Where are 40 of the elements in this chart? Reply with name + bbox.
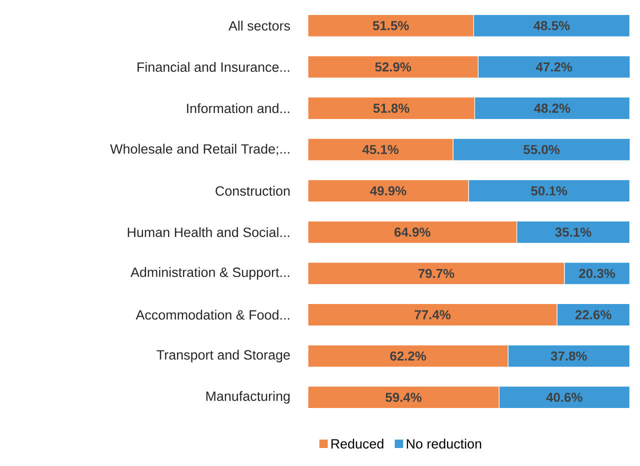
y-tick-label: Human Health and Social... (128, 227, 290, 238)
bar (498, 386, 630, 409)
y-tick-label: Construction (216, 186, 290, 196)
data-label: 35.1% (555, 228, 592, 237)
data-label: 20.3% (579, 268, 616, 278)
data-label: 22.6% (575, 310, 612, 320)
bar (474, 96, 630, 120)
data-label: 51.8% (373, 104, 410, 113)
bar (473, 14, 630, 37)
data-label: 40.6% (546, 392, 582, 402)
legend-label: Reduced (331, 438, 384, 449)
legend-label: No reduction (406, 438, 482, 449)
y-tick-label: Accommodation & Food... (136, 310, 290, 320)
bar (516, 220, 630, 244)
bar (468, 180, 630, 202)
bar (452, 138, 630, 161)
bar (508, 344, 630, 368)
data-label: 45.1% (362, 144, 399, 154)
data-label: 47.2% (536, 62, 572, 72)
y-tick-label: Wholesale and Retail Trade;... (110, 144, 290, 156)
y-tick-label: Financial and Insurance... (138, 62, 290, 72)
data-label: 48.2% (534, 104, 570, 113)
data-label: 48.5% (534, 21, 570, 30)
data-label: 59.4% (386, 392, 422, 402)
data-label: 37.8% (550, 351, 587, 361)
data-label: 55.0% (524, 144, 560, 154)
y-tick-label: Information and... (187, 103, 290, 114)
data-label: 62.2% (390, 351, 426, 361)
data-label: 64.9% (394, 228, 430, 237)
data-label: 79.7% (418, 268, 454, 278)
bar (478, 56, 630, 78)
y-tick-label: Transport and Storage (156, 350, 290, 362)
data-label: 52.9% (375, 62, 412, 72)
data-label: 49.9% (370, 186, 406, 196)
y-tick-label: Manufacturing (206, 391, 290, 404)
data-label: 50.1% (531, 186, 568, 196)
data-label: 77.4% (414, 310, 451, 320)
y-tick-label: All sectors (228, 20, 290, 31)
y-tick-label: Administration & Support... (130, 267, 290, 280)
data-label: 51.5% (372, 21, 409, 30)
